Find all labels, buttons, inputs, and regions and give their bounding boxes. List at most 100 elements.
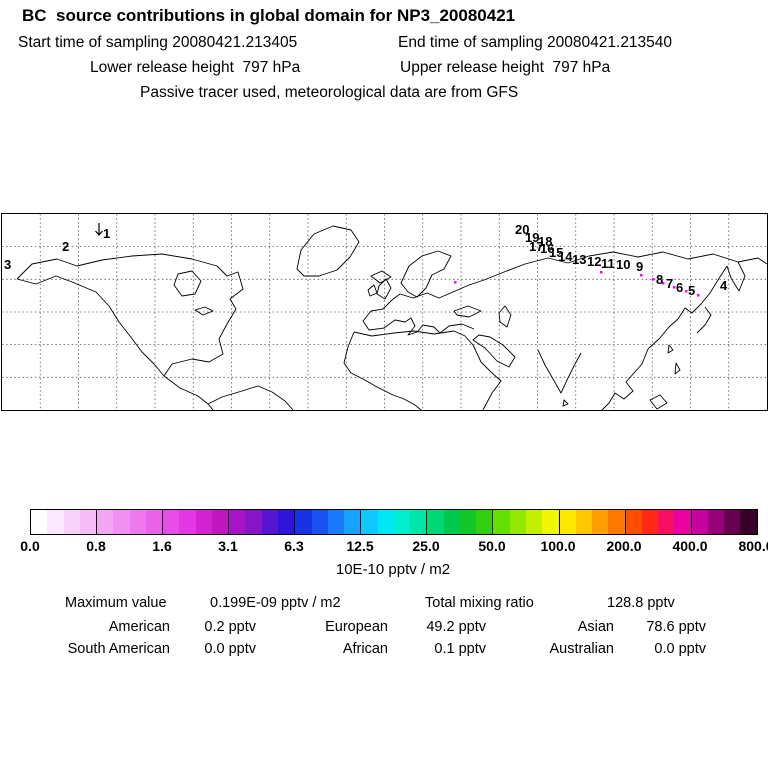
borneo — [649, 394, 668, 410]
colorbar-cell — [311, 510, 328, 534]
colorbar-cell — [211, 510, 229, 534]
contribution-pixel — [697, 294, 700, 297]
upper-release-text: Upper release height 797 hPa — [400, 59, 611, 76]
release-point-marker — [95, 223, 103, 236]
end-time-text: End time of sampling 20080421.213540 — [398, 34, 673, 51]
region-value: 78.6 pptv — [646, 619, 706, 635]
colorbar-cell — [426, 510, 444, 534]
trajectory-point-label: 5 — [688, 283, 695, 298]
trajectory-point-label: 10 — [616, 257, 630, 272]
colorbar-cell — [724, 510, 741, 534]
stats-line-max: Maximum value 0.199E-09 pptv / m2 Total … — [0, 595, 768, 613]
coastlines — [16, 225, 768, 411]
trajectory-point-label: 14 — [558, 249, 573, 264]
region-value: 0.2 pptv — [204, 619, 256, 635]
colorbar-cell — [145, 510, 163, 534]
colorbar-cell — [129, 510, 146, 534]
contribution-pixel — [640, 274, 643, 277]
trajectory-point-label: 7 — [666, 276, 673, 291]
kamchatka — [726, 261, 746, 292]
trajectory-point-label: 12 — [587, 254, 601, 269]
colorbar-tick-label: 50.0 — [478, 538, 506, 554]
colorbar-unit-label: 10E-10 pptv / m2 — [335, 561, 451, 578]
colorbar-tick-label: 1.6 — [152, 538, 172, 554]
colorbar-cell — [377, 510, 394, 534]
trajectory-point-label: 17 — [529, 239, 543, 254]
contribution-pixel — [652, 278, 655, 281]
colorbar-tick-label: 12.5 — [346, 538, 374, 554]
colorbar-tick-label: 400.0 — [672, 538, 708, 554]
stats-row-1: American 0.2 pptv European 49.2 pptv Asian 78… — [0, 619, 768, 637]
region-label: African — [342, 641, 388, 657]
maximum-value-text: 0.199E-09 pptv / m2 — [210, 595, 341, 611]
total-mixing-ratio-value: 128.8 pptv — [607, 595, 675, 611]
contribution-pixel — [454, 281, 457, 284]
trajectory-point-label: 4 — [720, 278, 728, 293]
total-mixing-ratio-label: Total mixing ratio — [425, 595, 534, 611]
british-isles — [367, 278, 392, 300]
colorbar-cell — [476, 510, 493, 534]
colorbar-cell — [558, 510, 576, 534]
trajectory-point-label: 18 — [538, 234, 552, 249]
colorbar-cell — [740, 510, 757, 534]
colorbar-cell — [195, 510, 212, 534]
colorbar-tick-labels: 0.0 0.8 1.6 3.1 6.3 12.5 25.0 50.0 100.0 200.0 400… — [20, 538, 768, 556]
region-value: 0.0 pptv — [654, 641, 706, 657]
trajectory-point-label: 1 — [103, 226, 110, 241]
india — [537, 349, 582, 394]
colorbar-cell — [393, 510, 411, 534]
contribution-pixel — [600, 271, 603, 274]
trajectory-point-label: 15 — [549, 245, 563, 260]
trajectory-point-label: 6 — [676, 280, 683, 295]
region-label: American — [108, 619, 170, 635]
trajectory-point-label: 11 — [601, 256, 615, 271]
colorbar-tick-label: 25.0 — [412, 538, 440, 554]
europe-coast — [362, 279, 485, 336]
trajectory-point-label: 8 — [656, 272, 663, 287]
region-label: Asian — [577, 619, 614, 635]
colorbar-cell — [31, 510, 48, 534]
world-map: 1 2 3 4 5 6 7 8 9 10 11 12 13 14 15 16 17 18 19 20 — [1, 213, 768, 411]
contribution-pixel — [662, 282, 665, 285]
taiwan — [667, 344, 674, 354]
colorbar-cell — [624, 510, 642, 534]
philippines — [674, 362, 681, 375]
colorbar-cell — [327, 510, 345, 534]
region-value: 0.0 pptv — [204, 641, 256, 657]
start-time-text: Start time of sampling 20080421.213405 — [18, 34, 298, 51]
colorbar-tick-label: 200.0 — [606, 538, 642, 554]
region-label: European — [325, 619, 388, 635]
hudson-bay — [173, 270, 202, 297]
trajectory-point-label: 13 — [572, 252, 586, 267]
colorbar-cell — [592, 510, 609, 534]
colorbar-cell — [608, 510, 625, 534]
trajectory-point-label: 2 — [62, 239, 69, 254]
stats-row-2: South American 0.0 pptv African 0.1 pptv Aus… — [0, 641, 768, 659]
north-america-coast — [16, 253, 244, 405]
colorbar-tick-label: 100.0 — [540, 538, 576, 554]
colorbar-cell — [96, 510, 114, 534]
colorbar-cell — [277, 510, 295, 534]
colorbar-cell — [707, 510, 725, 534]
colorbar-cell — [542, 510, 559, 534]
colorbar-cell — [360, 510, 378, 534]
sri-lanka — [562, 399, 569, 407]
contribution-pixel — [673, 286, 676, 289]
contribution-hotspots — [454, 271, 700, 297]
colorbar-tick-label: 800.0 — [738, 538, 768, 554]
colorbar-cell — [443, 510, 460, 534]
trajectory-point-label: 19 — [525, 230, 539, 245]
scandinavia — [400, 250, 452, 298]
black-sea — [453, 305, 482, 318]
asia-north-coast — [483, 251, 768, 281]
plot-title: BC source contributions in global domain… — [22, 6, 516, 25]
colorbar-cell — [79, 510, 97, 534]
north-america-west-coast — [16, 275, 165, 377]
colorbar-cell — [344, 510, 361, 534]
colorbar-cell — [525, 510, 543, 534]
colorbar — [30, 509, 758, 535]
trajectory-point-label: 16 — [540, 241, 554, 256]
